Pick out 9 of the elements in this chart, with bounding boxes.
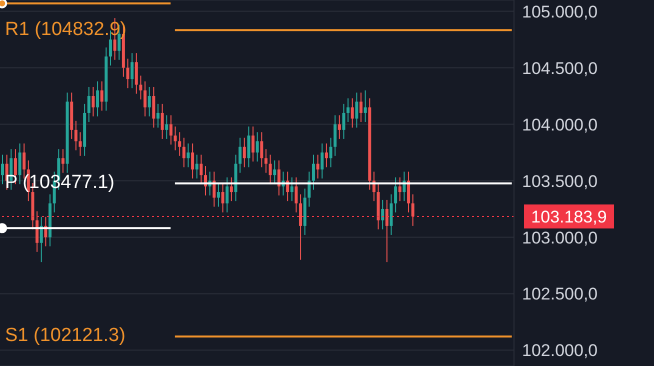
y-tick-label: 103.000,0 — [522, 228, 598, 248]
y-tick-label: 105.000,0 — [522, 2, 598, 22]
ref-line-label: 103.183,9 — [531, 207, 607, 226]
y-tick-label: 103.500,0 — [522, 172, 598, 191]
text: S1 (102121.3) — [5, 324, 126, 348]
y-tick-label: 104.000,0 — [522, 115, 598, 134]
y-tick-label: 102.500,0 — [522, 284, 598, 304]
y-tick-label: 102.000,0 — [522, 341, 598, 360]
y-tick-label: 104.500,0 — [522, 58, 598, 78]
